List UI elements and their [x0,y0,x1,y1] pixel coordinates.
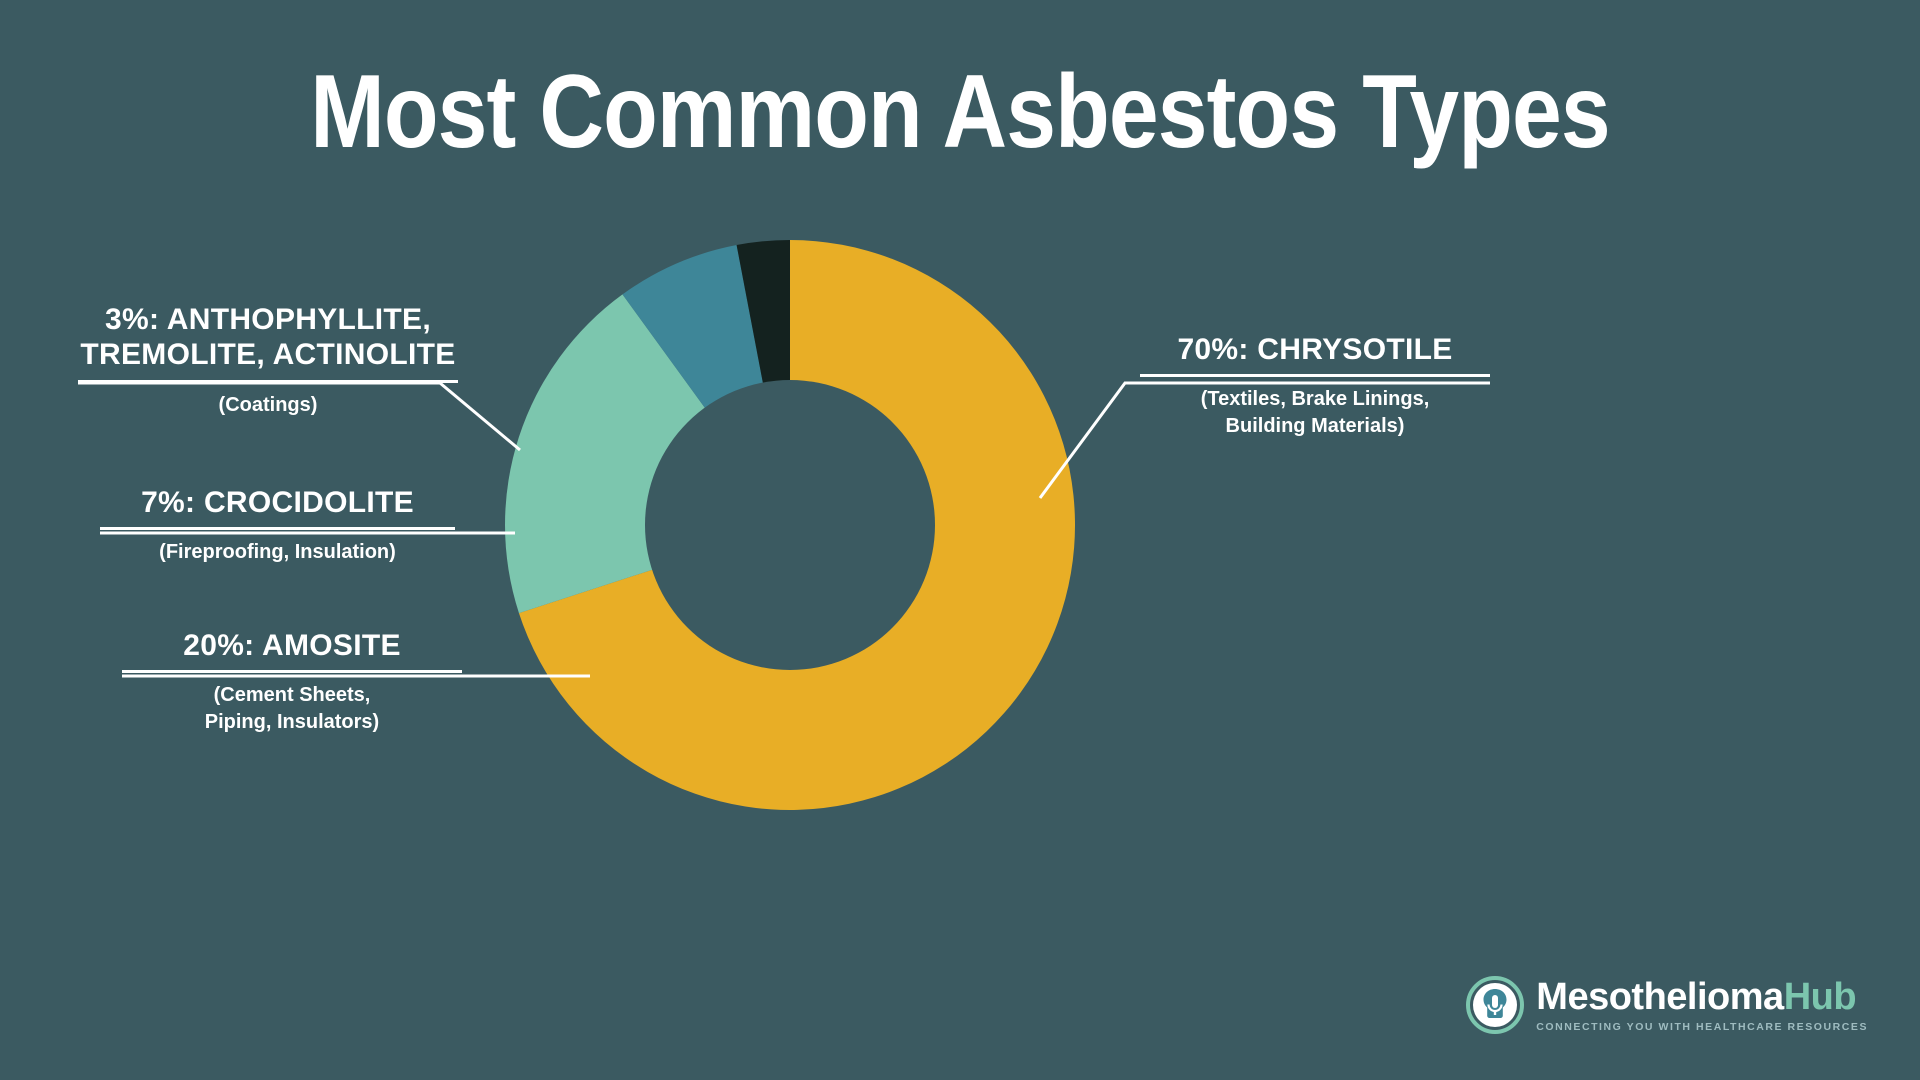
callout-anthophyllite-sub: (Coatings) [218,393,318,416]
callout-crocidolite-rule [100,527,455,531]
logo-circle-icon [1466,976,1525,1034]
page-title: Most Common Asbestos Types [310,54,1610,170]
logo-text-block: MesotheliomaHub CONNECTING YOU WITH HEAL… [1536,978,1868,1033]
callout-chrysotile: 70%: CHRYSOTILE (Textiles, Brake Linings… [1140,332,1490,440]
donut-chart [505,240,1075,810]
callout-anthophyllite-rule [78,379,458,383]
logo-wordmark-primary: Mesothelioma [1536,975,1784,1018]
callout-anthophyllite-title-line1: 3%: ANTHOPHYLLITE, [105,303,431,336]
callout-amosite-sub-line2: Piping, Insulators) [204,711,380,734]
callout-crocidolite-sub: (Fireproofing, Insulation) [159,541,396,564]
logo-wordmark-secondary: Hub [1783,975,1857,1018]
callout-amosite-rule [122,670,462,674]
callout-amosite-sub: (Cement Sheets, Piping, Insulators) [122,682,462,736]
callout-crocidolite: 7%: CROCIDOLITE (Fireproofing, Insulatio… [100,485,455,566]
donut-chart-svg [505,240,1075,810]
brand-logo[interactable]: MesotheliomaHub CONNECTING YOU WITH HEAL… [1466,976,1868,1034]
donut-hole [645,380,935,670]
callout-anthophyllite-title: 3%: ANTHOPHYLLITE, TREMOLITE, ACTINOLITE [78,302,458,373]
callout-amosite-title: 20%: AMOSITE [183,629,401,662]
callout-chrysotile-sub: (Textiles, Brake Linings, Building Mater… [1140,386,1490,440]
callout-crocidolite-title: 7%: CROCIDOLITE [141,486,414,519]
callout-anthophyllite: 3%: ANTHOPHYLLITE, TREMOLITE, ACTINOLITE… [78,302,458,419]
callout-chrysotile-rule [1140,374,1490,378]
callout-anthophyllite-title-line2: TREMOLITE, ACTINOLITE [80,338,456,372]
callout-chrysotile-title: 70%: CHRYSOTILE [1177,333,1453,366]
callout-amosite-sub-line1: (Cement Sheets, [213,684,371,707]
logo-wordmark: MesotheliomaHub [1536,978,1868,1016]
callout-amosite: 20%: AMOSITE (Cement Sheets, Piping, Ins… [122,628,462,736]
logo-tagline: CONNECTING YOU WITH HEALTHCARE RESOURCES [1536,1020,1868,1033]
callout-chrysotile-sub-line2: Building Materials) [1225,415,1405,438]
callout-chrysotile-sub-line1: (Textiles, Brake Linings, [1200,388,1430,411]
